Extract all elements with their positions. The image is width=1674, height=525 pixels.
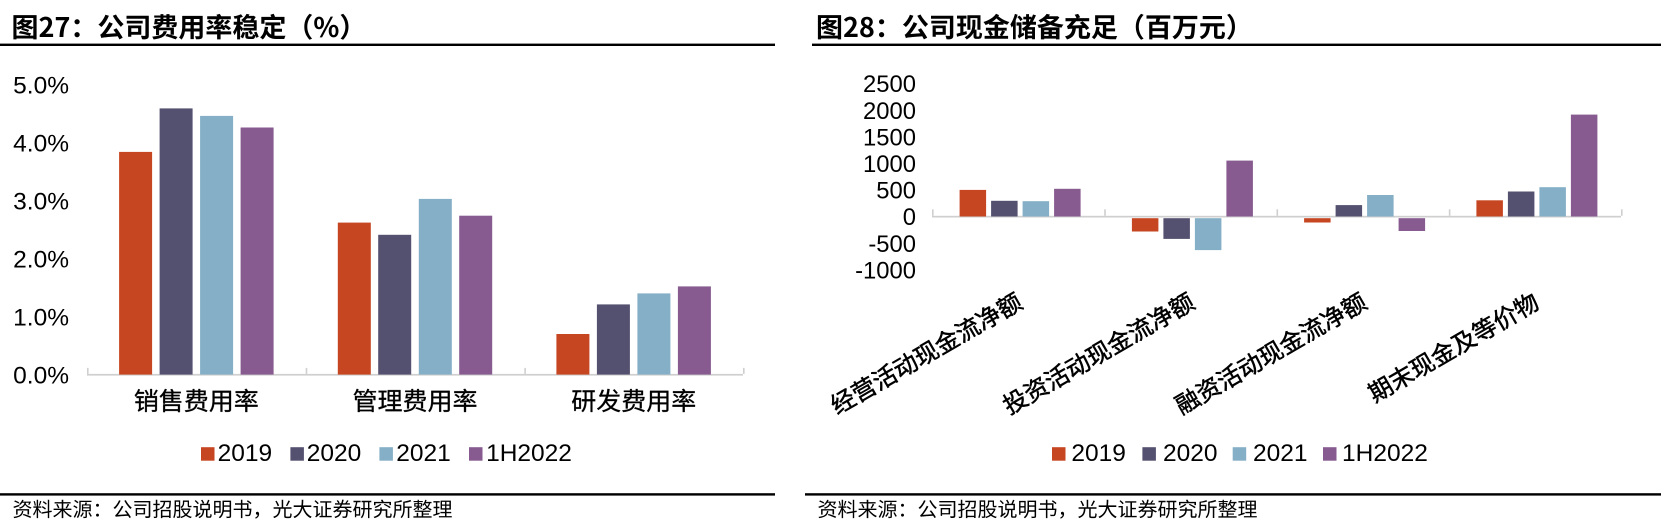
- svg-text:-500: -500: [868, 231, 916, 258]
- svg-text:0: 0: [903, 204, 916, 231]
- svg-text:2019: 2019: [1071, 440, 1126, 467]
- svg-text:1500: 1500: [863, 124, 916, 151]
- svg-text:2.0%: 2.0%: [13, 247, 69, 274]
- svg-text:1H2022: 1H2022: [486, 440, 572, 467]
- svg-text:500: 500: [876, 178, 916, 205]
- svg-text:2020: 2020: [1163, 440, 1218, 467]
- svg-text:2000: 2000: [863, 98, 916, 125]
- svg-text:2019: 2019: [218, 440, 273, 467]
- svg-text:2021: 2021: [396, 440, 451, 467]
- svg-text:-1000: -1000: [855, 257, 916, 284]
- svg-text:4.0%: 4.0%: [13, 131, 69, 158]
- svg-text:0.0%: 0.0%: [13, 363, 69, 390]
- svg-text:1H2022: 1H2022: [1342, 440, 1428, 467]
- svg-text:1000: 1000: [863, 151, 916, 178]
- svg-text:2020: 2020: [307, 440, 362, 467]
- svg-text:2021: 2021: [1253, 440, 1308, 467]
- svg-text:1.0%: 1.0%: [13, 305, 69, 332]
- svg-text:3.0%: 3.0%: [13, 189, 69, 216]
- svg-text:2500: 2500: [863, 71, 916, 98]
- svg-text:5.0%: 5.0%: [13, 73, 69, 100]
